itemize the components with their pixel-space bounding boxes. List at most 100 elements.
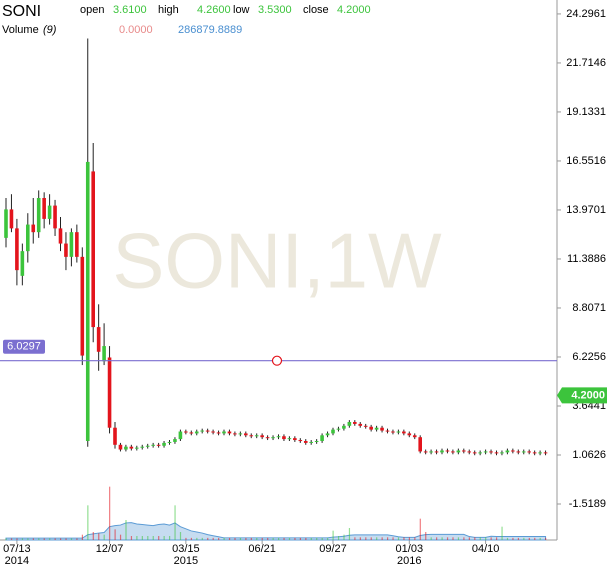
candle-body	[189, 432, 194, 434]
volume-bar	[539, 537, 541, 540]
candle-body	[358, 423, 363, 426]
candle-body	[216, 432, 221, 434]
candle-body	[418, 437, 422, 452]
y-tick-label: 6.2256	[572, 351, 606, 363]
candle-body	[107, 357, 112, 428]
candle-body	[271, 437, 275, 439]
candle-body	[276, 436, 281, 438]
candle-body	[102, 346, 106, 362]
volume-bar	[152, 536, 154, 540]
volume-bar	[376, 537, 378, 540]
candle-body	[58, 228, 63, 244]
volume-bar	[141, 536, 143, 540]
volume-bar	[92, 532, 94, 540]
volume-bar	[485, 537, 487, 540]
candle-body	[429, 451, 433, 453]
legend-label: close	[303, 4, 329, 16]
volume-bar	[506, 537, 509, 540]
volume-bar	[496, 537, 498, 540]
volume-bar	[359, 537, 361, 540]
candle-body	[412, 435, 417, 438]
volume-bar	[218, 537, 220, 540]
candle-body	[505, 450, 510, 453]
volume-bar	[27, 538, 29, 540]
candle-body	[282, 436, 286, 440]
volume-bar	[316, 537, 318, 540]
volume-bar	[528, 537, 530, 540]
candle-body	[331, 429, 335, 434]
candle-body	[135, 447, 139, 449]
x-tick-label: 04/10	[472, 543, 500, 555]
candle-body	[9, 209, 14, 229]
volume-bar	[174, 505, 176, 540]
candle-body	[249, 435, 254, 437]
volume-bar	[517, 537, 519, 540]
y-tick-label: 24.2961	[566, 8, 606, 20]
candle-body	[260, 435, 264, 438]
volume-bar	[70, 538, 73, 540]
volume-bar	[457, 537, 460, 540]
volume-bar	[16, 538, 18, 540]
volume-bar	[534, 537, 536, 540]
volume-bar	[185, 537, 187, 540]
volume-bar	[267, 537, 269, 540]
candle-body	[91, 171, 95, 328]
volume-bar	[436, 537, 438, 540]
candle-body	[156, 444, 161, 446]
candle-body	[423, 451, 428, 453]
volume-bar	[365, 537, 367, 540]
candle-body	[434, 451, 439, 453]
candle-body	[173, 439, 177, 442]
volume-bar	[501, 526, 503, 540]
candle-body	[222, 431, 226, 434]
volume-bar	[38, 538, 40, 540]
volume-bar	[190, 537, 192, 540]
candle-body	[374, 427, 379, 430]
candle-body	[489, 451, 493, 453]
volume-bar	[479, 537, 481, 540]
chart-title: SONI	[2, 3, 41, 20]
volume-bar	[119, 534, 122, 540]
candle-body	[532, 452, 537, 454]
volume-bar	[299, 537, 301, 540]
candle-body	[227, 431, 232, 434]
candle-body	[194, 431, 199, 434]
candle-body	[211, 431, 215, 433]
candle-body	[42, 198, 46, 219]
candle-body	[145, 445, 150, 447]
legend-value: 3.5300	[258, 4, 292, 16]
candle-body	[402, 431, 406, 434]
y-tick-label: 21.7146	[566, 57, 606, 69]
volume-bar	[332, 530, 334, 540]
x-tick-label: 01/03	[396, 543, 424, 555]
y-tick-label: 16.5516	[566, 155, 606, 167]
volume-bar	[114, 529, 116, 540]
candle-body	[456, 450, 461, 453]
candle-body	[336, 428, 341, 430]
volume-bar	[196, 537, 198, 540]
volume-bar	[392, 537, 394, 540]
volume-bar	[414, 537, 416, 540]
volume-label: Volume	[2, 24, 39, 36]
volume-bar	[354, 537, 356, 540]
candle-body	[244, 433, 248, 436]
candle-body	[543, 452, 548, 454]
candle-body	[31, 224, 36, 233]
volume-bar	[65, 538, 67, 540]
volume-bar	[250, 537, 252, 540]
volume-bar	[463, 537, 465, 540]
candle-body	[385, 430, 390, 432]
volume-bar	[147, 536, 149, 540]
y-tick-label: 11.3886	[567, 253, 606, 265]
candle-body	[396, 431, 401, 433]
volume-bar	[98, 533, 100, 540]
candle-body	[85, 161, 90, 441]
x-tick-label: 09/27	[319, 543, 347, 555]
volume-ma-area	[5, 522, 547, 541]
candle-body	[53, 205, 57, 229]
volume-bar	[343, 534, 345, 540]
candle-body	[205, 430, 210, 432]
candle-body	[527, 451, 531, 453]
volume-bar	[419, 518, 421, 540]
